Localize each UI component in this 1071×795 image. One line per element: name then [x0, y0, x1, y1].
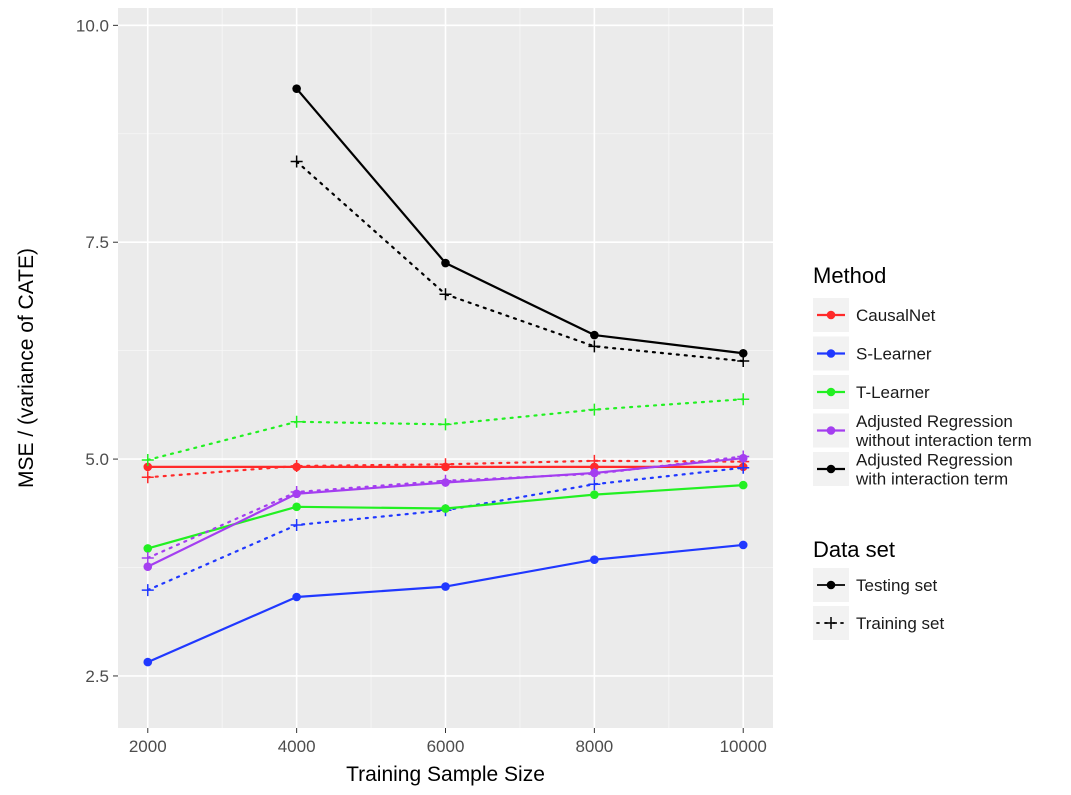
legend-item-label: CausalNet [856, 306, 936, 325]
y-tick-label: 2.5 [85, 667, 109, 686]
x-tick-label: 10000 [720, 737, 767, 756]
y-tick-label: 7.5 [85, 233, 109, 252]
data-point [290, 415, 303, 428]
series-lines [141, 84, 750, 667]
legend-item-label: Testing set [856, 576, 938, 595]
data-point [292, 84, 301, 93]
series-line [295, 160, 745, 363]
legend-key-point [826, 349, 836, 358]
data-point [141, 453, 154, 466]
data-point [441, 258, 450, 268]
legend-item-label: S-Learner [856, 345, 932, 364]
legend-item-slearner: S-Learner [813, 336, 932, 371]
series-line [295, 87, 744, 355]
data-point [588, 478, 601, 491]
data-point [143, 562, 153, 571]
data-point [290, 460, 303, 473]
y-axis-label: MSE / (variance of CATE) [15, 248, 38, 488]
data-point [143, 657, 153, 667]
data-point [588, 340, 601, 353]
series-adjreg_int-training [290, 155, 750, 368]
data-point [141, 471, 154, 484]
data-point [439, 474, 452, 487]
legend-item-adjreg_noint: Adjusted Regression without interaction … [813, 412, 1032, 450]
data-point [143, 544, 153, 553]
x-tick-label: 8000 [575, 737, 613, 756]
data-point [441, 504, 450, 513]
legend-item-causalnet: CausalNet [813, 298, 936, 332]
data-point [143, 462, 153, 472]
legend-item-label: without interaction term [855, 431, 1032, 450]
data-point [590, 462, 599, 472]
legend-item-training: Training set [813, 606, 944, 640]
y-tick-label: 10.0 [76, 16, 109, 35]
y-tick-label: 5.0 [85, 450, 109, 469]
axes: 2000 4000 6000 8000 10000 2.5 5.0 7.5 10.0 Traini… [15, 16, 767, 786]
legend-item-label: Training set [856, 614, 944, 633]
legend-key-point [826, 426, 836, 435]
series-tlearner-training [141, 393, 750, 466]
data-point [290, 519, 303, 532]
data-point [141, 551, 154, 564]
series-adjreg_noint-training [141, 450, 750, 564]
data-point [737, 450, 750, 463]
data-point [737, 355, 750, 368]
legend-item-testing: Testing set [813, 568, 938, 602]
legend-item-label: Adjusted Regression [856, 451, 1013, 470]
data-point [738, 348, 748, 358]
data-point [439, 458, 452, 471]
legend-key-point [826, 580, 836, 590]
legend-item-label: Adjusted Regression [856, 412, 1013, 431]
data-point [588, 454, 601, 467]
data-point [737, 393, 750, 406]
legend-method-title: Method [813, 263, 886, 288]
data-point [590, 490, 599, 499]
data-point [588, 403, 601, 416]
x-tick-label: 2000 [129, 737, 167, 756]
series-tlearner-testing [143, 480, 748, 553]
data-point [439, 418, 452, 431]
data-point [292, 592, 301, 602]
legend-item-label: T-Learner [856, 383, 930, 402]
data-point [141, 584, 154, 597]
x-tick-label: 6000 [427, 737, 465, 756]
data-point [738, 540, 748, 550]
x-axis-label: Training Sample Size [346, 763, 545, 786]
data-point [441, 582, 450, 591]
data-point [588, 467, 601, 480]
series-slearner-testing [143, 540, 748, 667]
legend-key-point [825, 617, 837, 629]
series-adjreg_int-testing [292, 84, 748, 358]
legend: Method CausalNet S-Learner T-Learner Adjuste… [813, 263, 1032, 640]
legend-key-point [826, 310, 836, 320]
x-tick-label: 4000 [278, 737, 316, 756]
data-point [290, 155, 303, 168]
legend-dataset-title: Data set [813, 537, 895, 562]
legend-item-tlearner: T-Learner [813, 375, 930, 409]
legend-item-label: with interaction term [855, 470, 1008, 489]
data-point [590, 330, 599, 340]
legend-key-point [826, 464, 836, 474]
data-point [290, 486, 303, 499]
legend-item-adjreg_int: Adjusted Regression with interaction ter… [813, 451, 1013, 489]
legend-key-point [826, 387, 836, 397]
data-point [590, 555, 599, 565]
data-point [738, 480, 748, 490]
data-point [292, 502, 301, 512]
data-point [439, 288, 452, 301]
data-point [737, 461, 750, 474]
